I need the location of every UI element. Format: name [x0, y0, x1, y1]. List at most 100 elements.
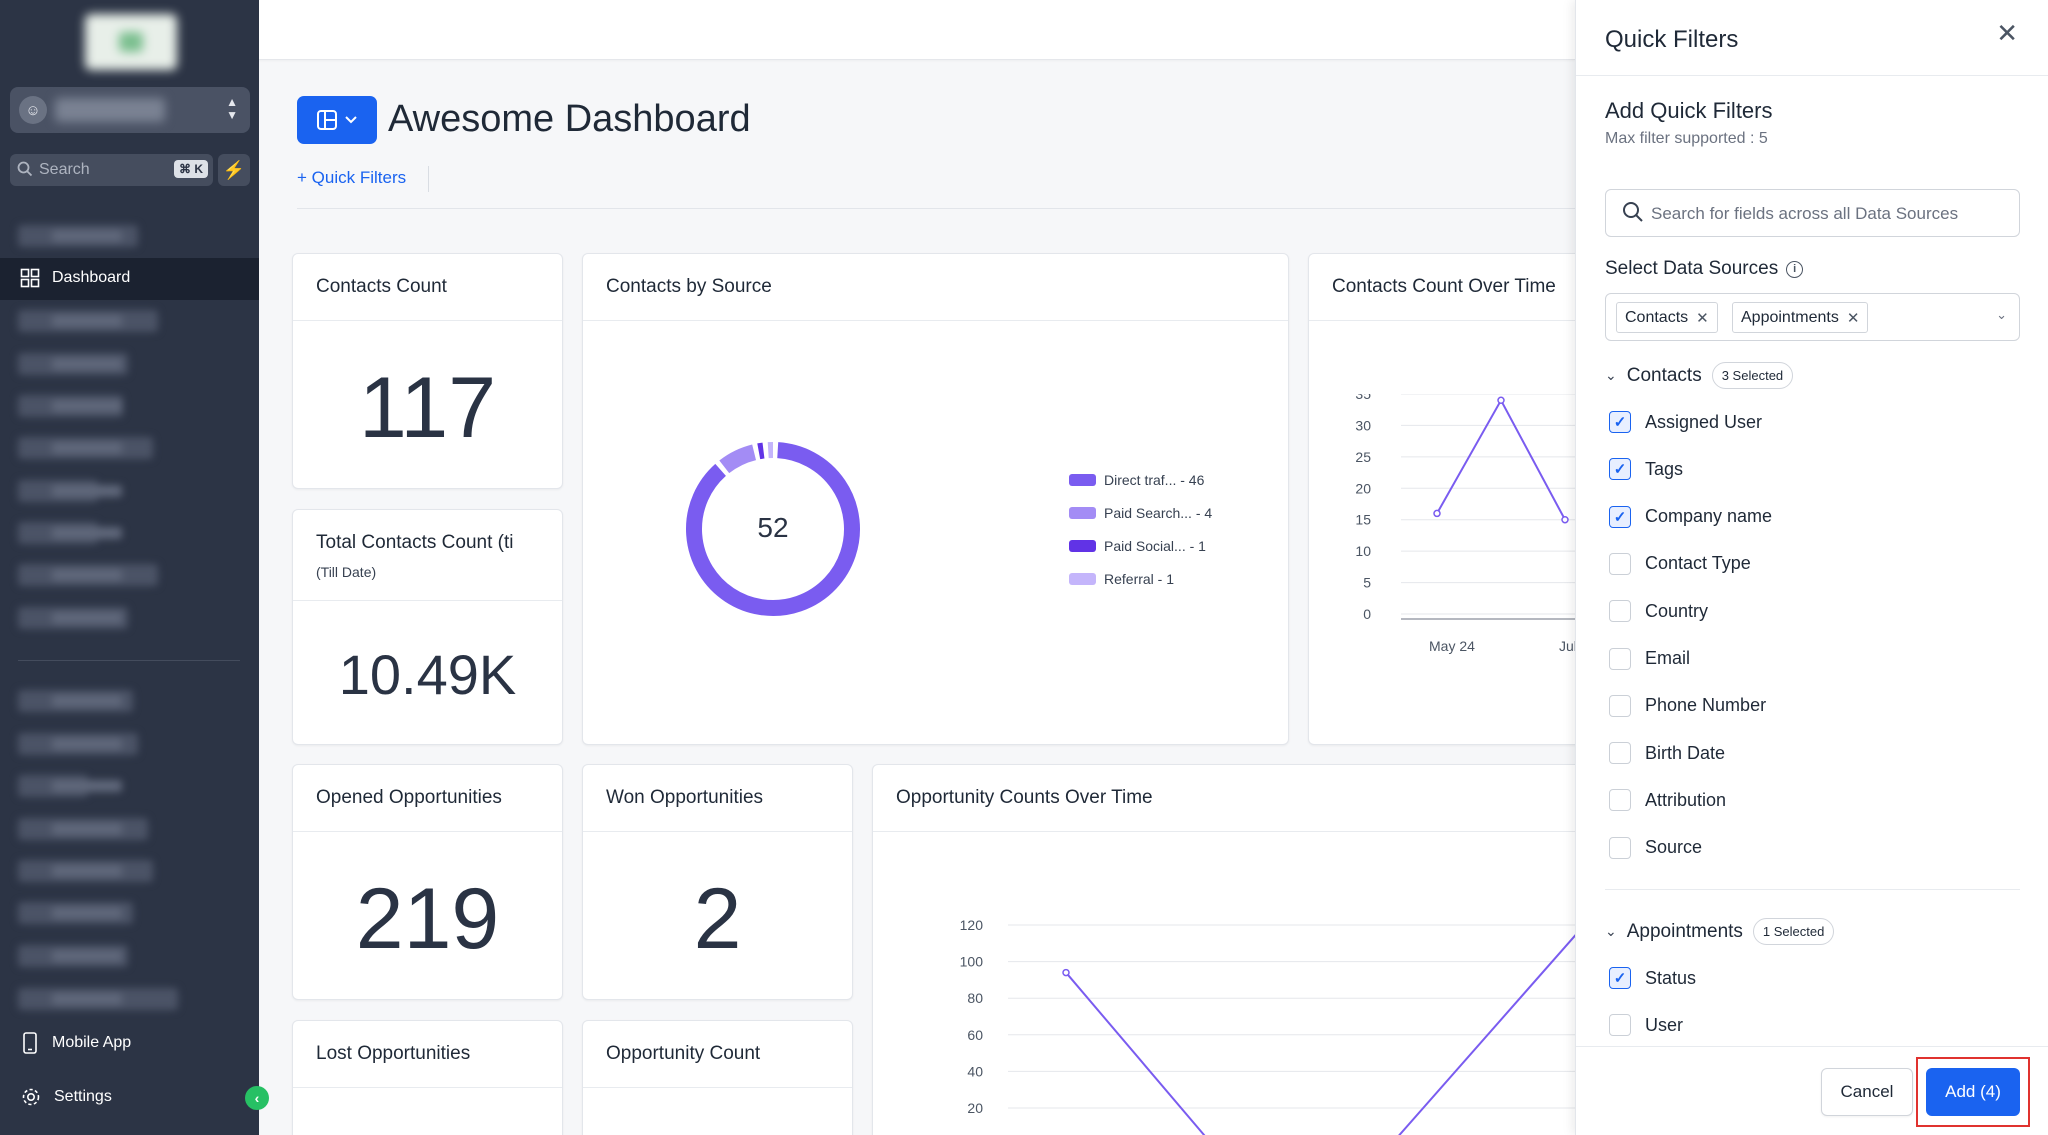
- legend-label: Paid Search... - 4: [1104, 505, 1213, 521]
- field-checkbox-row[interactable]: User: [1609, 1014, 1683, 1037]
- sidebar-item-blurred[interactable]: [18, 225, 138, 247]
- widget-lost-opportunities[interactable]: Lost Opportunities: [292, 1020, 563, 1135]
- widget-won-opportunities[interactable]: Won Opportunities 2: [582, 764, 853, 1000]
- sidebar-item-blurred[interactable]: [18, 310, 158, 332]
- field-checkbox-row[interactable]: ✓ Status: [1609, 967, 1696, 989]
- widget-divider: [293, 600, 562, 601]
- field-checkbox-row[interactable]: Country: [1609, 600, 1708, 623]
- field-checkbox-row[interactable]: ✓ Assigned User: [1609, 411, 1762, 433]
- data-sources-select[interactable]: Contacts ✕ Appointments ✕ ⌄: [1605, 293, 2020, 341]
- dashboard-switcher-button[interactable]: [297, 96, 377, 144]
- field-checkbox-row[interactable]: Birth Date: [1609, 742, 1725, 765]
- field-checkbox-row[interactable]: Email: [1609, 647, 1690, 670]
- widget-value: 2: [693, 871, 742, 967]
- add-button[interactable]: Add (4): [1926, 1068, 2020, 1116]
- legend-item[interactable]: Paid Social... - 1: [1069, 538, 1206, 554]
- checkbox[interactable]: [1609, 836, 1631, 859]
- chevron-down-icon[interactable]: ⌄: [1996, 307, 2007, 322]
- field-group-header[interactable]: ⌄ Contacts 3 Selected: [1605, 362, 1794, 389]
- sidebar-item-blurred[interactable]: [18, 564, 158, 586]
- checkbox[interactable]: [1609, 694, 1631, 717]
- source-chip-contacts[interactable]: Contacts ✕: [1616, 302, 1718, 333]
- widget-contacts-over-time[interactable]: Contacts Count Over Time 0 5 10 15 20 25 30 35 M…: [1308, 253, 1598, 745]
- widget-contacts-count[interactable]: Contacts Count 117: [292, 253, 563, 489]
- widget-value: 10.49K: [338, 643, 517, 706]
- legend-item[interactable]: Direct traf... - 46: [1069, 472, 1204, 488]
- legend-label: Direct traf... - 46: [1104, 472, 1205, 488]
- sidebar-item-blurred[interactable]: [18, 733, 138, 755]
- sidebar-item-blurred[interactable]: [18, 353, 128, 375]
- close-icon[interactable]: ✕: [1996, 18, 2018, 48]
- collapse-sidebar-icon[interactable]: ‹: [245, 1086, 269, 1110]
- widget-divider: [293, 831, 562, 832]
- sidebar-item-dashboard[interactable]: [0, 258, 259, 300]
- checkbox-checked[interactable]: ✓: [1609, 967, 1631, 989]
- donut-slice: [686, 442, 860, 616]
- checkbox-checked[interactable]: ✓: [1609, 411, 1631, 433]
- sidebar-item-mobile-app[interactable]: Mobile App: [20, 1032, 131, 1054]
- widget-title: Contacts Count Over Time: [1332, 276, 1556, 297]
- field-group-header[interactable]: ⌄ Appointments 1 Selected: [1605, 918, 1835, 945]
- sidebar-item-blurred[interactable]: [18, 818, 148, 840]
- checkbox[interactable]: [1609, 552, 1631, 575]
- widget-opportunity-counts-over-time[interactable]: Opportunity Counts Over Time 20 40 60 80 100…: [872, 764, 1598, 1135]
- legend-item[interactable]: Referral - 1: [1069, 571, 1174, 587]
- sidebar-item-blurred[interactable]: [18, 902, 133, 924]
- sidebar-item-blurred[interactable]: [18, 775, 122, 797]
- updown-chevron-icon: ▲ ▼: [226, 95, 238, 122]
- legend-swatch: [1069, 540, 1096, 552]
- sidebar-item-blurred[interactable]: [18, 607, 128, 629]
- sidebar-item-blurred[interactable]: [18, 690, 133, 712]
- checkbox[interactable]: [1609, 742, 1631, 765]
- sidebar-item-dashboard-label-wrap[interactable]: Dashboard: [20, 268, 130, 288]
- sidebar-item-settings[interactable]: Settings: [20, 1086, 112, 1108]
- checkbox[interactable]: [1609, 1014, 1631, 1037]
- legend-item[interactable]: Paid Search... - 4: [1069, 505, 1212, 521]
- sidebar-item-blurred[interactable]: [18, 395, 123, 417]
- sidebar-item-blurred[interactable]: [18, 522, 122, 544]
- remove-chip-icon[interactable]: ✕: [1846, 309, 1860, 327]
- sidebar-search[interactable]: Search ⌘ K: [10, 154, 213, 186]
- account-switcher[interactable]: ☺ ▲ ▼: [10, 87, 250, 133]
- widget-opened-opportunities[interactable]: Opened Opportunities 219: [292, 764, 563, 1000]
- info-icon[interactable]: i: [1786, 260, 1804, 278]
- field-checkbox-row[interactable]: Phone Number: [1609, 694, 1766, 717]
- quick-filters-panel: Quick Filters ✕ Add Quick Filters Max fi…: [1575, 0, 2048, 1135]
- checkbox-checked[interactable]: ✓: [1609, 505, 1631, 528]
- source-chip-label: Appointments: [1741, 308, 1839, 326]
- field-checkbox-row[interactable]: ✓ Tags: [1609, 458, 1683, 481]
- sidebar-item-blurred[interactable]: [18, 945, 128, 967]
- checkbox[interactable]: [1609, 647, 1631, 670]
- source-chip-appointments[interactable]: Appointments ✕: [1732, 302, 1869, 333]
- field-checkbox-row[interactable]: Source: [1609, 836, 1702, 859]
- quick-action-bolt-icon[interactable]: ⚡: [218, 154, 250, 186]
- field-checkbox-row[interactable]: ✓ Company name: [1609, 505, 1772, 528]
- widget-divider: [873, 831, 1597, 832]
- widget-contacts-by-source[interactable]: Contacts by Source 52: [582, 253, 1289, 745]
- checkbox-checked[interactable]: ✓: [1609, 458, 1631, 481]
- remove-chip-icon[interactable]: ✕: [1696, 309, 1709, 327]
- cancel-button[interactable]: Cancel: [1821, 1068, 1913, 1116]
- add-quick-filters-link[interactable]: + Quick Filters: [297, 168, 407, 187]
- data-point: [1433, 509, 1441, 518]
- y-tick-label: 40: [967, 1063, 983, 1079]
- chevron-down-icon: ⌄: [1605, 367, 1617, 383]
- data-sources-label-text: Select Data Sources: [1605, 258, 1779, 279]
- data-point: [1062, 968, 1070, 977]
- sidebar-item-blurred[interactable]: [18, 860, 153, 882]
- field-search-input[interactable]: Search for fields across all Data Source…: [1605, 189, 2020, 237]
- shortcut-badge: ⌘ K: [174, 160, 208, 178]
- field-checkbox-row[interactable]: Attribution: [1609, 789, 1726, 812]
- sidebar-item-blurred[interactable]: [18, 437, 153, 459]
- field-checkbox-row[interactable]: Contact Type: [1609, 552, 1751, 575]
- sidebar-item-blurred[interactable]: [18, 988, 178, 1010]
- checkbox[interactable]: [1609, 600, 1631, 623]
- widget-opportunity-count[interactable]: Opportunity Count: [582, 1020, 853, 1135]
- source-chip-label: Contacts: [1625, 308, 1689, 326]
- sidebar-item-blurred[interactable]: [18, 480, 122, 502]
- widget-total-contacts[interactable]: Total Contacts Count (ti (Till Date) 10.…: [292, 509, 563, 745]
- y-tick-label: 100: [960, 954, 984, 970]
- widget-divider: [583, 1087, 852, 1088]
- search-icon: [17, 161, 33, 182]
- checkbox[interactable]: [1609, 789, 1631, 812]
